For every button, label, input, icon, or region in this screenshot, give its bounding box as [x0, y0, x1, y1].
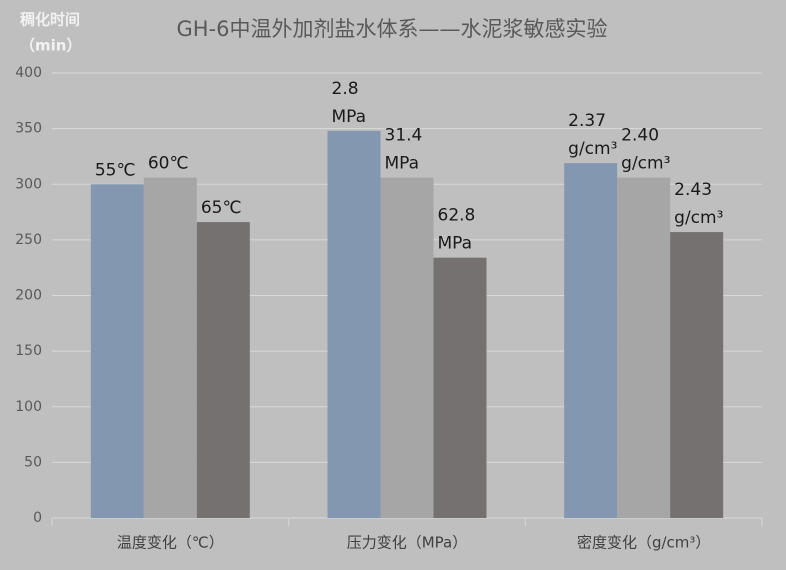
y-tick-label: 0: [33, 510, 42, 526]
data-label: g/cm³: [674, 208, 723, 228]
y-tick-label: 250: [15, 232, 42, 248]
x-tick-label: 温度变化（℃）: [117, 534, 224, 552]
data-label: g/cm³: [568, 139, 617, 159]
data-label: 2.43: [674, 180, 712, 200]
bar: [380, 177, 434, 518]
bar: [143, 177, 197, 518]
y-tick-label: 400: [15, 65, 42, 81]
bar: [670, 232, 724, 518]
y-tick-label: 150: [15, 343, 42, 359]
bar: [433, 257, 487, 518]
bar: [196, 222, 250, 518]
x-tick-label: 密度变化（g/cm³）: [577, 534, 710, 552]
data-label: 2.37: [568, 111, 606, 131]
data-label: 2.40: [621, 126, 659, 146]
bar: [327, 130, 381, 518]
bar: [564, 163, 618, 519]
y-axis-label: （min）: [20, 37, 81, 55]
data-label: 2.8: [332, 79, 359, 99]
data-label: MPa: [385, 154, 420, 174]
data-label: 55℃: [95, 160, 136, 180]
data-label: 62.8: [438, 206, 476, 226]
chart-title: GH-6中温外加剂盐水体系——水泥浆敏感实验: [176, 17, 607, 41]
x-tick-label: 压力变化（MPa）: [347, 534, 468, 552]
y-tick-label: 200: [15, 288, 42, 304]
data-label: 60℃: [148, 154, 189, 174]
y-tick-label: 300: [15, 176, 42, 192]
data-label: MPa: [332, 107, 367, 127]
data-label: 65℃: [201, 198, 242, 218]
bar: [90, 184, 144, 518]
y-tick-label: 350: [15, 121, 42, 137]
data-label: g/cm³: [621, 154, 670, 174]
data-label: MPa: [438, 234, 473, 254]
y-tick-label: 100: [15, 399, 42, 415]
data-label: 31.4: [385, 126, 423, 146]
y-axis-label: 稠化时间: [19, 11, 80, 29]
y-tick-label: 50: [24, 454, 42, 470]
bar: [617, 177, 671, 518]
